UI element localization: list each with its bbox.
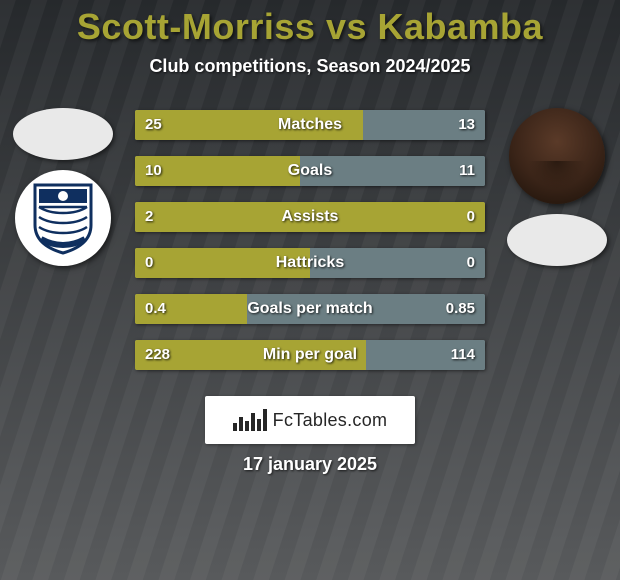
- stat-row: 00Hattricks: [135, 248, 485, 278]
- stat-label: Goals: [135, 156, 485, 186]
- subtitle: Club competitions, Season 2024/2025: [0, 56, 620, 77]
- stat-row: 1011Goals: [135, 156, 485, 186]
- club-shield-icon: [31, 181, 95, 255]
- player-left-column: [8, 108, 118, 266]
- player1-name: Scott-Morriss: [77, 6, 316, 47]
- stat-label: Assists: [135, 202, 485, 232]
- player-left-club-badge: [15, 170, 111, 266]
- player-left-avatar-placeholder: [13, 108, 113, 160]
- stat-label: Hattricks: [135, 248, 485, 278]
- logo-bars-icon: [233, 409, 267, 431]
- date-label: 17 january 2025: [0, 454, 620, 475]
- player2-name: Kabamba: [378, 6, 544, 47]
- vs-word: vs: [326, 6, 367, 47]
- stat-row: 2513Matches: [135, 110, 485, 140]
- stat-label: Matches: [135, 110, 485, 140]
- stat-row: 0.40.85Goals per match: [135, 294, 485, 324]
- player-right-club-placeholder: [507, 214, 607, 266]
- comparison-title: Scott-Morriss vs Kabamba: [0, 0, 620, 48]
- player-right-avatar: [509, 108, 605, 204]
- stat-label: Goals per match: [135, 294, 485, 324]
- stat-row: 20Assists: [135, 202, 485, 232]
- logo-text: FcTables.com: [273, 410, 388, 431]
- stats-comparison-bars: 2513Matches 1011Goals 20Assists 00Hattricks…: [135, 110, 485, 386]
- fctables-logo: FcTables.com: [205, 396, 415, 444]
- player-right-column: [502, 108, 612, 276]
- stat-label: Min per goal: [135, 340, 485, 370]
- stat-row: 228114Min per goal: [135, 340, 485, 370]
